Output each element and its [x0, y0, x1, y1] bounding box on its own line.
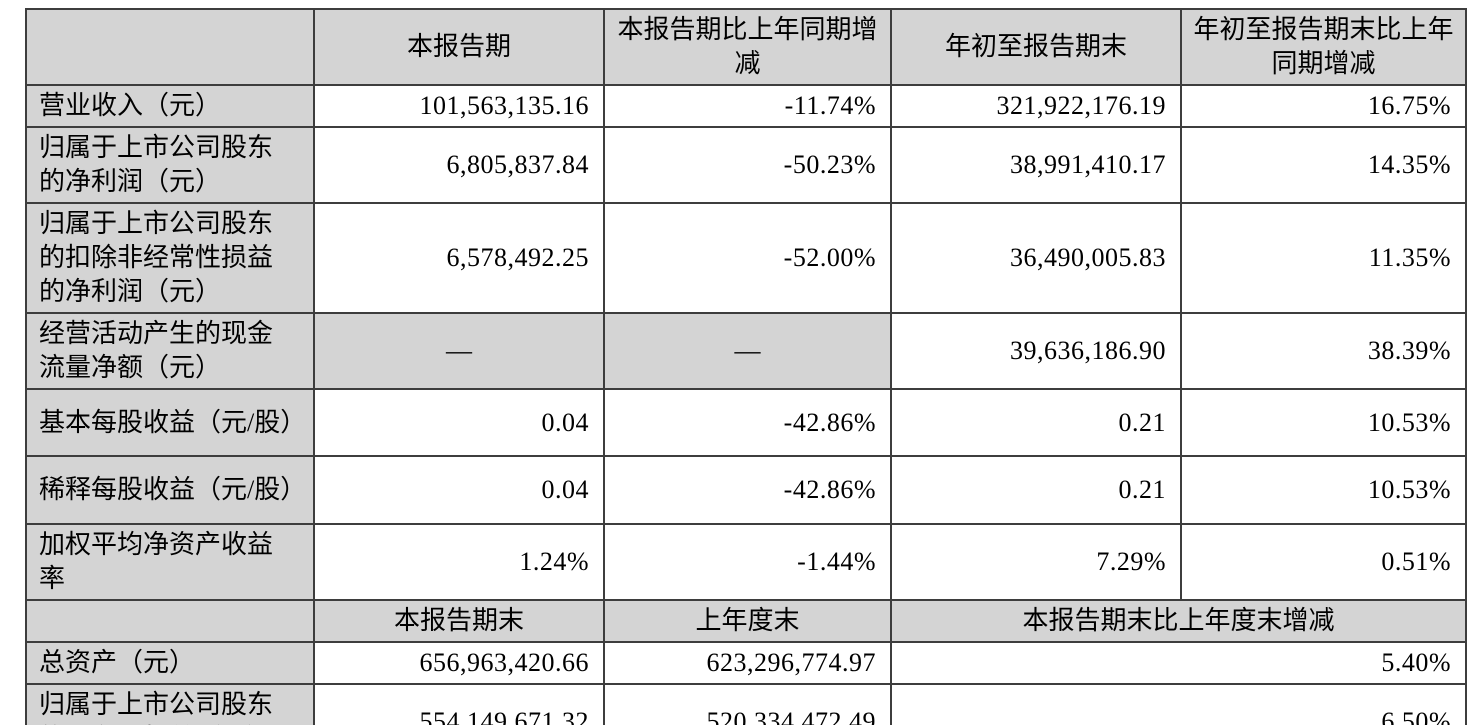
table-row: 加权平均净资产收益率 1.24% -1.44% 7.29% 0.51%: [25, 523, 1467, 601]
value-ytd: 7.29%: [890, 523, 1182, 601]
value-yoy-change: -42.86%: [603, 455, 892, 525]
row-label: 基本每股收益（元/股）: [25, 388, 315, 457]
table-row: 归属于上市公司股东的所有者权益（元） 554,149,671.32 520,33…: [25, 683, 1467, 725]
table-row: 基本每股收益（元/股） 0.04 -42.86% 0.21 10.53%: [25, 388, 1467, 457]
row-label: 归属于上市公司股东的净利润（元）: [25, 126, 315, 204]
row-label: 总资产（元）: [25, 641, 315, 685]
value-yoy-change: -42.86%: [603, 388, 892, 457]
value-yoy-change: -11.74%: [603, 84, 892, 128]
value-ytd: 0.21: [890, 388, 1182, 457]
row-label: 营业收入（元）: [25, 84, 315, 128]
table-row: 归属于上市公司股东的扣除非经常性损益的净利润（元） 6,578,492.25 -…: [25, 202, 1467, 314]
value-prev-year-end: 623,296,774.97: [603, 641, 892, 685]
value-yoy-change: -1.44%: [603, 523, 892, 601]
financial-summary-table: 本报告期 本报告期比上年同期增减 年初至报告期末 年初至报告期末比上年同期增减 …: [25, 8, 1467, 725]
value-ytd-yoy-change: 16.75%: [1180, 84, 1467, 128]
value-ytd-yoy-change: 0.51%: [1180, 523, 1467, 601]
value-ytd-yoy-change: 14.35%: [1180, 126, 1467, 204]
value-current-period: 1.24%: [313, 523, 605, 601]
value-current-period: 0.04: [313, 455, 605, 525]
value-current-period-dash: —: [313, 312, 605, 390]
table-row: 营业收入（元） 101,563,135.16 -11.74% 321,922,1…: [25, 84, 1467, 128]
col-header-current-period: 本报告期: [313, 8, 605, 86]
value-yoy-change: -52.00%: [603, 202, 892, 314]
col-header-metric: [25, 8, 315, 86]
table-row: 归属于上市公司股东的净利润（元） 6,805,837.84 -50.23% 38…: [25, 126, 1467, 204]
value-ytd: 38,991,410.17: [890, 126, 1182, 204]
col-header-prev-year-end: 上年度末: [603, 599, 892, 643]
value-ytd-yoy-change: 11.35%: [1180, 202, 1467, 314]
table-subheader-row: 本报告期末 上年度末 本报告期末比上年度末增减: [25, 599, 1467, 643]
row-label: 归属于上市公司股东的所有者权益（元）: [25, 683, 315, 725]
row-label: 经营活动产生的现金流量净额（元）: [25, 312, 315, 390]
value-period-end: 656,963,420.66: [313, 641, 605, 685]
row-label: 归属于上市公司股东的扣除非经常性损益的净利润（元）: [25, 202, 315, 314]
table-row: 经营活动产生的现金流量净额（元） — — 39,636,186.90 38.39…: [25, 312, 1467, 390]
value-change-vs-prev-year-end: 5.40%: [890, 641, 1467, 685]
value-yoy-change: -50.23%: [603, 126, 892, 204]
value-ytd: 39,636,186.90: [890, 312, 1182, 390]
value-change-vs-prev-year-end: 6.50%: [890, 683, 1467, 725]
table-header-row: 本报告期 本报告期比上年同期增减 年初至报告期末 年初至报告期末比上年同期增减: [25, 8, 1467, 86]
value-ytd: 36,490,005.83: [890, 202, 1182, 314]
table-row: 稀释每股收益（元/股） 0.04 -42.86% 0.21 10.53%: [25, 455, 1467, 525]
row-label: 稀释每股收益（元/股）: [25, 455, 315, 525]
col-header-ytd-yoy-change: 年初至报告期末比上年同期增减: [1180, 8, 1467, 86]
value-current-period: 101,563,135.16: [313, 84, 605, 128]
value-ytd: 0.21: [890, 455, 1182, 525]
value-period-end: 554,149,671.32: [313, 683, 605, 725]
col-header-ytd: 年初至报告期末: [890, 8, 1182, 86]
value-ytd-yoy-change: 10.53%: [1180, 455, 1467, 525]
value-ytd-yoy-change: 10.53%: [1180, 388, 1467, 457]
col-header-metric: [25, 599, 315, 643]
value-ytd: 321,922,176.19: [890, 84, 1182, 128]
value-current-period: 6,578,492.25: [313, 202, 605, 314]
col-header-period-end: 本报告期末: [313, 599, 605, 643]
value-ytd-yoy-change: 38.39%: [1180, 312, 1467, 390]
value-current-period: 0.04: [313, 388, 605, 457]
value-prev-year-end: 520,334,472.49: [603, 683, 892, 725]
table-row: 总资产（元） 656,963,420.66 623,296,774.97 5.4…: [25, 641, 1467, 685]
value-current-period: 6,805,837.84: [313, 126, 605, 204]
row-label: 加权平均净资产收益率: [25, 523, 315, 601]
value-yoy-change-dash: —: [603, 312, 892, 390]
col-header-yoy-change: 本报告期比上年同期增减: [603, 8, 892, 86]
col-header-change-vs-prev-year-end: 本报告期末比上年度末增减: [890, 599, 1467, 643]
